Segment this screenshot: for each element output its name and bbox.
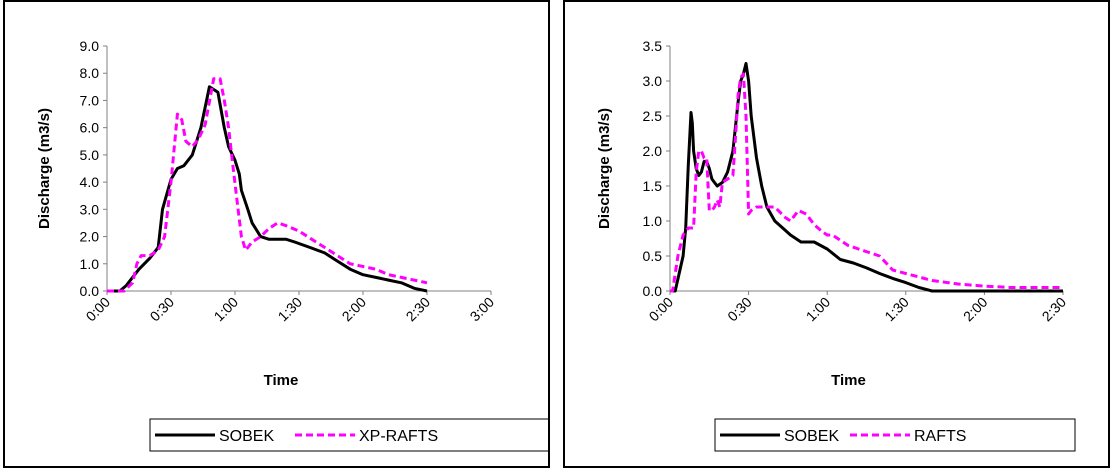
x-tick-label: 0:30 xyxy=(147,294,178,325)
chart-panel-right: 0.0 0.5 1.0 1.5 2.0 2.5 3.0 3.5 0:00 0:30 1:00 1:30… xyxy=(563,0,1110,468)
series-line-rafts xyxy=(670,72,1063,293)
x-axis-title: Time xyxy=(264,372,299,389)
legend-label-xp-rafts: XP-RAFTS xyxy=(359,428,438,445)
y-tick-label: 3.0 xyxy=(643,73,663,89)
y-tick-label: 2.0 xyxy=(643,143,663,159)
chart-svg-left: 0.01.02.03.04.05.06.07.08.09.00:00 0:30 1:… xyxy=(36,38,548,452)
chart-panel-left: 0.0 1.0 2.0 3.0 4.0 5.0 6.0 7.0 8.0 9.0 0:00 0:30 1:… xyxy=(3,0,550,468)
legend-label-sobek: SOBEK xyxy=(784,428,839,445)
x-tick-label: 3:00 xyxy=(467,294,498,325)
x-tick-label: 0:30 xyxy=(724,294,755,325)
y-tick-label: 3.5 xyxy=(643,38,663,54)
legend: SOBEK XP-RAFTS xyxy=(149,418,548,452)
y-axis-title: Discharge (m3/s) xyxy=(596,108,613,229)
y-tick-label: 2.5 xyxy=(643,108,663,124)
y-tick-label: 6.0 xyxy=(80,120,100,136)
y-tick-label: 2.0 xyxy=(80,229,100,245)
x-tick-label: 2:30 xyxy=(403,294,434,325)
legend-label-rafts: RAFTS xyxy=(914,428,966,445)
y-tick-label: 1.0 xyxy=(643,213,663,229)
y-tick-label: 1.5 xyxy=(643,178,663,194)
y-tick-label: 8.0 xyxy=(80,65,100,81)
x-tick-label: 2:30 xyxy=(1039,294,1070,325)
x-tick-label: 1:00 xyxy=(211,294,242,325)
y-tick-label: 3.0 xyxy=(80,201,100,217)
y-tick-label: 0.0 xyxy=(643,283,663,299)
y-tick-label: 1.0 xyxy=(80,256,100,272)
axes: 0.00.51.01.52.02.53.03.50:00 0:30 1:00 1:30… xyxy=(643,38,1070,324)
legend-label-sobek: SOBEK xyxy=(219,428,274,445)
y-tick-label: 5.0 xyxy=(80,147,100,163)
y-tick-label: 0.5 xyxy=(643,248,663,264)
y-tick-label: 9.0 xyxy=(80,38,100,54)
legend: SOBEK RAFTS xyxy=(714,418,1076,452)
legend-box xyxy=(149,418,548,452)
x-tick-label: 2:00 xyxy=(960,294,991,325)
x-axis-title: Time xyxy=(831,372,866,389)
axes: 0.01.02.03.04.05.06.07.08.09.00:00 0:30 1:… xyxy=(80,38,498,324)
series-line-sobek xyxy=(107,85,428,293)
x-tick-label: 1:30 xyxy=(275,294,306,325)
x-tick-label: 2:00 xyxy=(339,294,370,325)
series-line-xp-rafts xyxy=(107,77,428,293)
y-tick-label: 0.0 xyxy=(80,283,100,299)
y-tick-label: 7.0 xyxy=(80,92,100,108)
y-axis-title: Discharge (m3/s) xyxy=(36,108,53,229)
chart-svg-right: 0.00.51.01.52.02.53.03.50:00 0:30 1:00 1:30… xyxy=(596,38,1076,452)
series-line-sobek xyxy=(670,62,1063,293)
x-tick-label: 1:00 xyxy=(803,294,834,325)
y-tick-label: 4.0 xyxy=(80,174,100,190)
x-tick-label: 1:30 xyxy=(881,294,912,325)
